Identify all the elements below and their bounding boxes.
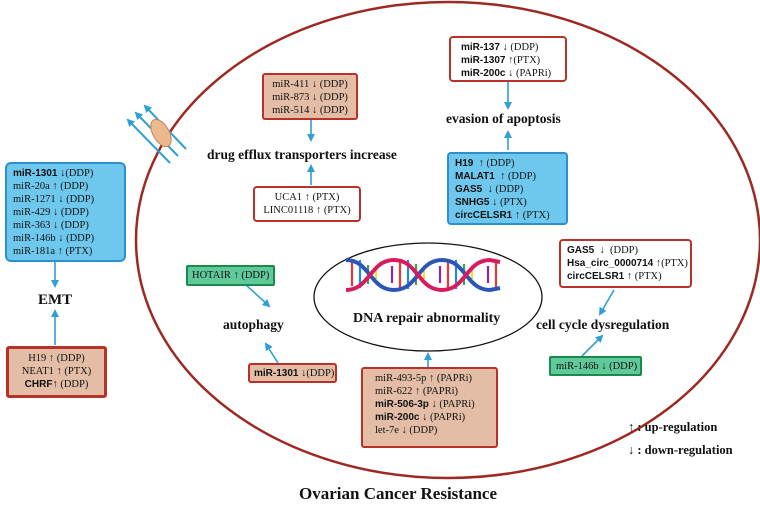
apoptosis-mirna-box: miR-137 ↓ (DDP) miR-1307 ↑(PTX) miR-200c… xyxy=(449,36,567,82)
apoptosis-mirna-row: miR-1307 ↑(PTX) xyxy=(461,55,541,66)
dna-helix-icon xyxy=(345,257,501,293)
apoptosis-mirna-row: miR-137 ↓ (DDP) xyxy=(461,42,539,53)
efflux-lncrna-row: UCA1 ↑ (PTX) xyxy=(274,192,340,203)
apoptosis-mirna-row: miR-200c ↓ (PAPRi) xyxy=(461,68,552,79)
down-regulation-label: : down-regulation xyxy=(637,443,733,457)
apoptosis-lncrna-box: H19 ↑ (DDP) MALAT1 ↑ (DDP) GAS5 ↓ (DDP) … xyxy=(447,152,568,225)
dna-repair-mirna-box: miR-493-5p ↑ (PAPRi) miR-622 ↑ (PAPRi) m… xyxy=(361,367,498,448)
autophagy-lncrna-box: HOTAIR ↑ (DDP) xyxy=(186,265,275,286)
apoptosis-lncrna-row: MALAT1 ↑ (DDP) xyxy=(455,171,536,182)
cell-cycle-lncrna-box: GAS5 ↓ (DDP) Hsa_circ_0000714 ↑(PTX) cir… xyxy=(559,239,692,288)
cell-cycle-lncrna-row: GAS5 ↓ (DDP) xyxy=(567,245,638,256)
cell-cycle-mirna-row: miR-146b ↓ (DDP) xyxy=(556,361,638,372)
emt-mirna-box: miR-1301 ↓(DDP) miR-20a ↑ (DDP) miR-1271… xyxy=(5,162,126,262)
efflux-mirna-row: miR-514 ↓ (DDP) xyxy=(272,105,348,116)
emt-mirna-row: miR-181a ↑ (PTX) xyxy=(13,246,93,257)
dna-repair-mirna-row: miR-493-5p ↑ (PAPRi) xyxy=(375,373,473,384)
cell-membrane xyxy=(134,0,760,480)
efflux-lncrna-box: UCA1 ↑ (PTX) LINC01118 ↑ (PTX) xyxy=(253,186,361,222)
legend-up: ↑ : up-regulation xyxy=(628,420,717,435)
connector-arrows xyxy=(51,82,615,367)
emt-label: EMT xyxy=(38,292,73,308)
apoptosis-lncrna-row: H19 ↑ (DDP) xyxy=(455,158,515,169)
autophagy-mirna-box: miR-1301 ↓(DDP) xyxy=(248,363,337,383)
emt-mirna-row: miR-429 ↓ (DDP) xyxy=(13,207,89,218)
efflux-mirna-row: miR-411 ↓ (DDP) xyxy=(272,79,348,90)
emt-lncrna-row: NEAT1 ↑ (PTX) xyxy=(21,366,92,377)
figure-title: Ovarian Cancer Resistance xyxy=(299,484,497,503)
dna-repair-mirna-row: miR-506-3p ↓ (PAPRi) xyxy=(375,399,475,410)
cell-cycle-lncrna-row: circCELSR1 ↑ (PTX) xyxy=(567,271,662,282)
up-arrow-symbol: ↑ xyxy=(628,420,635,434)
cell-cycle-label: cell cycle dysregulation xyxy=(536,317,670,332)
efflux-lncrna-row: LINC01118 ↑ (PTX) xyxy=(263,205,351,216)
emt-mirna-row: miR-146b ↓ (DDP) xyxy=(13,233,95,244)
dna-repair-mirna-row: let-7e ↓ (DDP) xyxy=(375,425,438,436)
dna-repair-mirna-row: miR-622 ↑ (PAPRi) xyxy=(375,386,459,397)
emt-mirna-row: miR-20a ↑ (DDP) xyxy=(13,181,89,192)
dna-repair-mirna-row: miR-200c ↓ (PAPRi) xyxy=(375,412,466,423)
emt-lncrna-row: H19 ↑ (DDP) xyxy=(28,353,85,364)
cell-cycle-lncrna-row: Hsa_circ_0000714 ↑(PTX) xyxy=(567,258,688,269)
emt-lncrna-row: CHRF↑ (DDP) xyxy=(24,379,89,390)
apoptosis-lncrna-row: GAS5 ↓ (DDP) xyxy=(455,184,524,195)
drug-efflux-label: drug efflux transporters increase xyxy=(207,147,397,162)
efflux-mirna-row: miR-873 ↓ (DDP) xyxy=(272,92,348,103)
apoptosis-lncrna-row: circCELSR1 ↑ (PTX) xyxy=(455,210,550,221)
autophagy-lncrna-row: HOTAIR ↑ (DDP) xyxy=(192,270,270,281)
nucleus-ellipse xyxy=(313,242,543,352)
up-regulation-label: : up-regulation xyxy=(637,420,718,434)
efflux-transporter-icon xyxy=(126,104,187,164)
legend-down: ↓ : down-regulation xyxy=(628,443,733,458)
cell-cycle-mirna-box: miR-146b ↓ (DDP) xyxy=(549,356,642,376)
autophagy-label: autophagy xyxy=(223,317,284,332)
emt-mirna-row: miR-363 ↓ (DDP) xyxy=(13,220,89,231)
down-arrow-symbol: ↓ xyxy=(628,443,635,457)
dna-repair-label: DNA repair abnormality xyxy=(353,311,501,326)
autophagy-mirna-row: miR-1301 ↓(DDP) xyxy=(254,368,335,379)
apoptosis-lncrna-row: SNHG5 ↓ (PTX) xyxy=(455,197,527,208)
efflux-mirna-box: miR-411 ↓ (DDP) miR-873 ↓ (DDP) miR-514 … xyxy=(262,73,358,120)
emt-mirna-row: miR-1301 ↓(DDP) xyxy=(13,168,94,179)
emt-mirna-row: miR-1271 ↓ (DDP) xyxy=(13,194,95,205)
evasion-label: evasion of apoptosis xyxy=(446,111,561,126)
emt-lncrna-box: H19 ↑ (DDP) NEAT1 ↑ (PTX) CHRF↑ (DDP) xyxy=(6,346,107,398)
